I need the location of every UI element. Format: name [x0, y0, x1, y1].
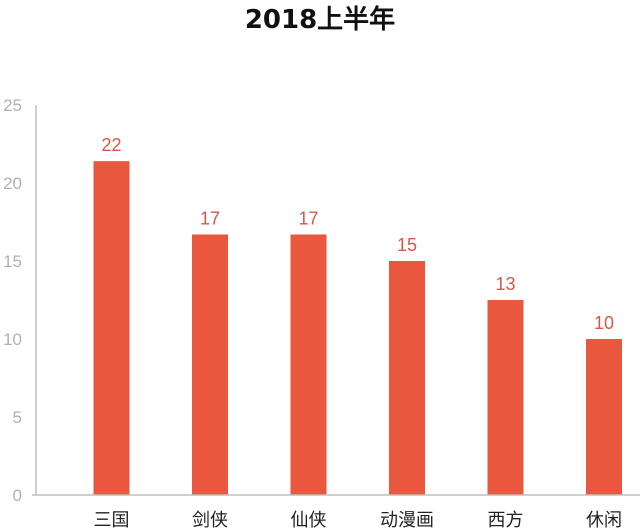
category-label: 仙侠	[291, 510, 327, 530]
category-label: 休闲	[586, 510, 622, 530]
data-label: 22	[101, 135, 121, 155]
y-tick-label: 0	[13, 486, 22, 505]
data-label: 17	[298, 208, 318, 228]
y-tick-label: 25	[3, 96, 22, 115]
y-tick-label: 10	[3, 330, 22, 349]
category-label: 剑侠	[192, 510, 228, 530]
y-tick-label: 20	[3, 174, 22, 193]
bar	[389, 261, 425, 495]
bar	[93, 161, 130, 495]
bar	[290, 234, 327, 496]
data-label: 13	[495, 274, 515, 294]
chart-title: 2018上半年	[245, 4, 395, 35]
bar	[192, 234, 228, 496]
data-label: 15	[397, 235, 417, 255]
category-label: 动漫画	[380, 510, 434, 530]
bar	[487, 300, 524, 495]
category-label: 三国	[94, 510, 130, 530]
y-tick-label: 15	[3, 252, 22, 271]
category-label: 西方	[488, 510, 524, 530]
data-label: 17	[200, 208, 220, 228]
data-label: 10	[594, 313, 614, 333]
bar	[586, 339, 622, 495]
y-tick-label: 5	[13, 408, 22, 427]
